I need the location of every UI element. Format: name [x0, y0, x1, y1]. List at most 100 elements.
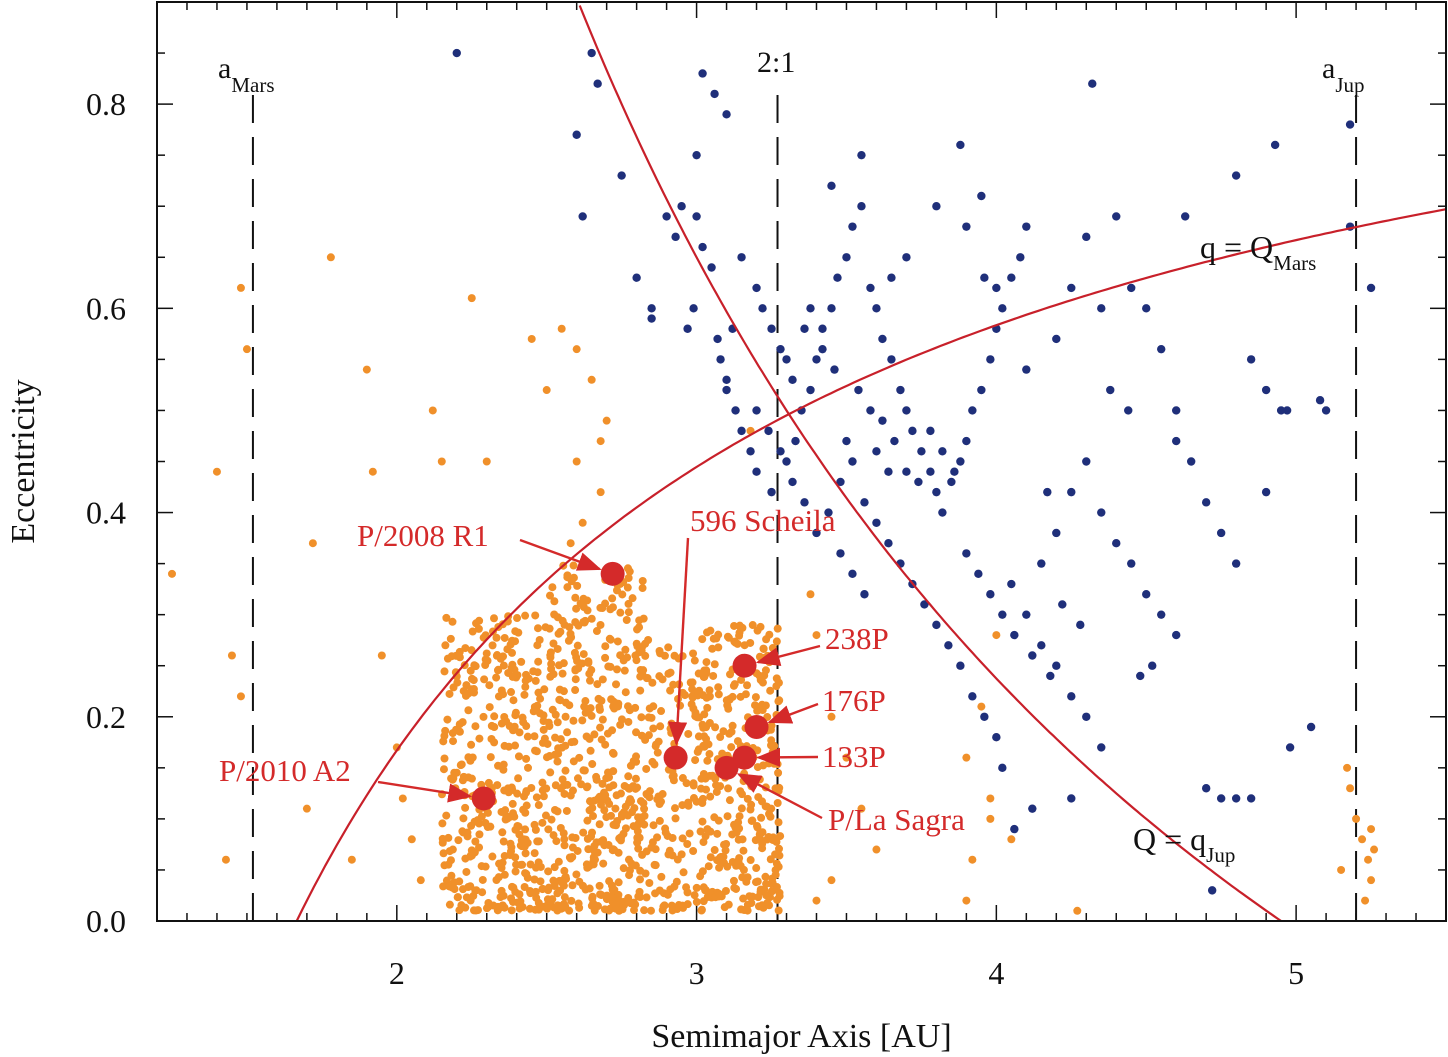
asteroid-point: [511, 627, 520, 636]
comet-point: [1058, 600, 1067, 609]
asteroid-point: [812, 631, 821, 640]
x-tick-label: 2: [389, 955, 405, 991]
comet-point: [716, 355, 725, 364]
asteroid-point: [642, 674, 651, 683]
asteroid-point: [492, 633, 501, 642]
comet-point: [827, 181, 836, 190]
asteroid-point: [568, 881, 577, 890]
asteroid-point: [636, 686, 645, 695]
asteroid-point: [689, 846, 698, 855]
comet-point: [998, 304, 1007, 313]
asteroid-point: [595, 881, 604, 890]
comet-point: [1186, 457, 1196, 466]
asteroid-point: [475, 734, 484, 743]
q-equals-Q-mars-label: q = QMars: [1200, 229, 1316, 275]
asteroid-point: [490, 712, 499, 721]
asteroid-point: [605, 799, 614, 808]
comet-point: [1261, 487, 1271, 497]
asteroid-point: [598, 675, 607, 684]
asteroid-point: [618, 590, 627, 599]
comet-point: [977, 191, 986, 201]
asteroid-point: [522, 754, 531, 763]
annotation-arrow: [736, 773, 823, 820]
asteroid-point: [585, 806, 594, 815]
asteroid-point: [624, 855, 633, 864]
asteroid-point: [774, 818, 783, 827]
asteroid-point: [729, 876, 738, 885]
comet-point: [857, 150, 866, 160]
asteroid-point: [597, 696, 606, 705]
comet-point: [866, 406, 875, 415]
asteroid-point: [772, 674, 781, 683]
comet-point: [758, 304, 767, 313]
asteroid-point: [564, 636, 573, 645]
asteroid-point: [710, 846, 719, 855]
comet-point: [848, 222, 857, 231]
asteroid-point: [588, 894, 597, 903]
asteroid-point: [685, 829, 694, 838]
asteroid-point: [668, 851, 677, 860]
comet-point: [872, 518, 881, 527]
asteroid-point: [437, 457, 446, 466]
comet-point: [713, 334, 722, 344]
asteroid-point: [531, 676, 540, 685]
comet-point: [788, 375, 797, 385]
asteroid-point: [563, 571, 572, 580]
asteroid-point: [443, 715, 452, 724]
asteroid-point: [761, 872, 770, 881]
asteroid-point: [711, 773, 720, 782]
asteroid-point: [510, 665, 519, 674]
asteroid-point: [531, 611, 540, 620]
asteroid-point: [570, 737, 579, 746]
resonance-2-1-label: 2:1: [757, 46, 795, 79]
comet-point: [782, 457, 791, 466]
asteroid-point: [520, 842, 529, 851]
asteroid-point: [497, 886, 506, 895]
asteroid-point: [574, 664, 583, 673]
asteroid-point: [572, 870, 581, 879]
asteroid-point: [464, 689, 473, 698]
asteroid-point: [651, 845, 660, 854]
comet-point: [866, 283, 875, 293]
x-axis-title: Semimajor Axis [AU]: [651, 1018, 951, 1055]
asteroid-point: [584, 658, 593, 667]
y-tick-label: 0.4: [86, 495, 126, 531]
asteroid-point: [462, 867, 471, 876]
asteroid-point: [699, 769, 708, 778]
asteroid-point: [453, 893, 462, 902]
asteroid-point: [670, 651, 679, 660]
asteroid-point: [640, 804, 649, 813]
comet-point: [914, 477, 923, 487]
annotation-label: 238P: [825, 621, 889, 656]
asteroid-point: [743, 906, 752, 915]
asteroid-point: [518, 860, 527, 869]
asteroid-point: [471, 837, 480, 846]
asteroid-point: [534, 801, 543, 810]
comet-point: [836, 477, 845, 487]
comet-point: [1088, 79, 1097, 88]
asteroid-point: [730, 680, 739, 689]
asteroid-point: [458, 885, 467, 894]
asteroid-point: [680, 691, 689, 700]
asteroid-point: [556, 823, 565, 832]
asteroid-point: [440, 861, 449, 870]
asteroid-point: [511, 741, 520, 750]
asteroid-point: [1073, 906, 1082, 915]
asteroid-point: [703, 703, 712, 712]
asteroid-point: [638, 576, 647, 585]
asteroid-point: [520, 690, 529, 699]
asteroid-point: [621, 645, 630, 654]
asteroid-point: [842, 753, 851, 762]
asteroid-point: [562, 806, 571, 815]
asteroid-point: [571, 675, 580, 684]
asteroid-point: [642, 893, 651, 902]
asteroid-point: [596, 603, 605, 612]
asteroid-point: [445, 900, 454, 909]
asteroid-point: [639, 666, 648, 675]
axis-tick-labels: 2 3 4 5 0.0 0.2 0.4 0.6 0.8: [86, 86, 1304, 991]
comet-point: [752, 283, 761, 293]
asteroid-point: [509, 696, 518, 705]
asteroid-point: [709, 671, 718, 680]
asteroid-point: [720, 840, 729, 849]
asteroid-point: [449, 737, 458, 746]
